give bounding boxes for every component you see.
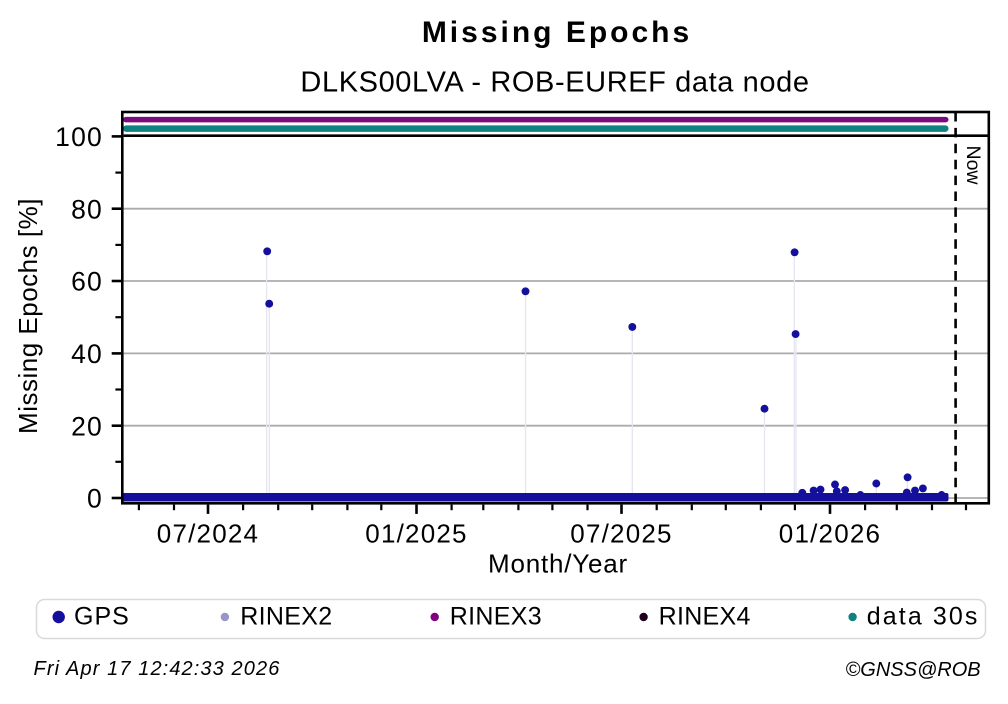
svg-text:80: 80 [71, 194, 103, 224]
svg-text:DLKS00LVA - ROB-EUREF data nod: DLKS00LVA - ROB-EUREF data node [300, 67, 809, 99]
svg-text:©GNSS@ROB: ©GNSS@ROB [846, 659, 981, 681]
svg-text:Missing Epochs [%]: Missing Epochs [%] [13, 198, 43, 434]
svg-text:data 30s: data 30s [867, 603, 980, 631]
svg-text:07/2024: 07/2024 [157, 518, 259, 548]
svg-text:RINEX4: RINEX4 [659, 603, 751, 631]
svg-text:60: 60 [71, 267, 103, 297]
svg-text:40: 40 [71, 339, 103, 369]
svg-text:RINEX2: RINEX2 [240, 603, 332, 631]
svg-text:RINEX3: RINEX3 [450, 603, 542, 631]
svg-text:0: 0 [87, 484, 103, 514]
svg-text:01/2025: 01/2025 [365, 518, 467, 548]
svg-text:Missing Epochs: Missing Epochs [422, 16, 692, 49]
svg-text:Now: Now [962, 145, 984, 185]
svg-text:Fri Apr 17 12:42:33 2026: Fri Apr 17 12:42:33 2026 [34, 658, 281, 680]
svg-text:01/2026: 01/2026 [779, 518, 881, 548]
svg-text:07/2025: 07/2025 [570, 518, 672, 548]
svg-text:100: 100 [55, 122, 103, 152]
svg-text:Month/Year: Month/Year [488, 549, 628, 579]
svg-text:GPS: GPS [74, 603, 130, 631]
svg-text:20: 20 [71, 411, 103, 441]
